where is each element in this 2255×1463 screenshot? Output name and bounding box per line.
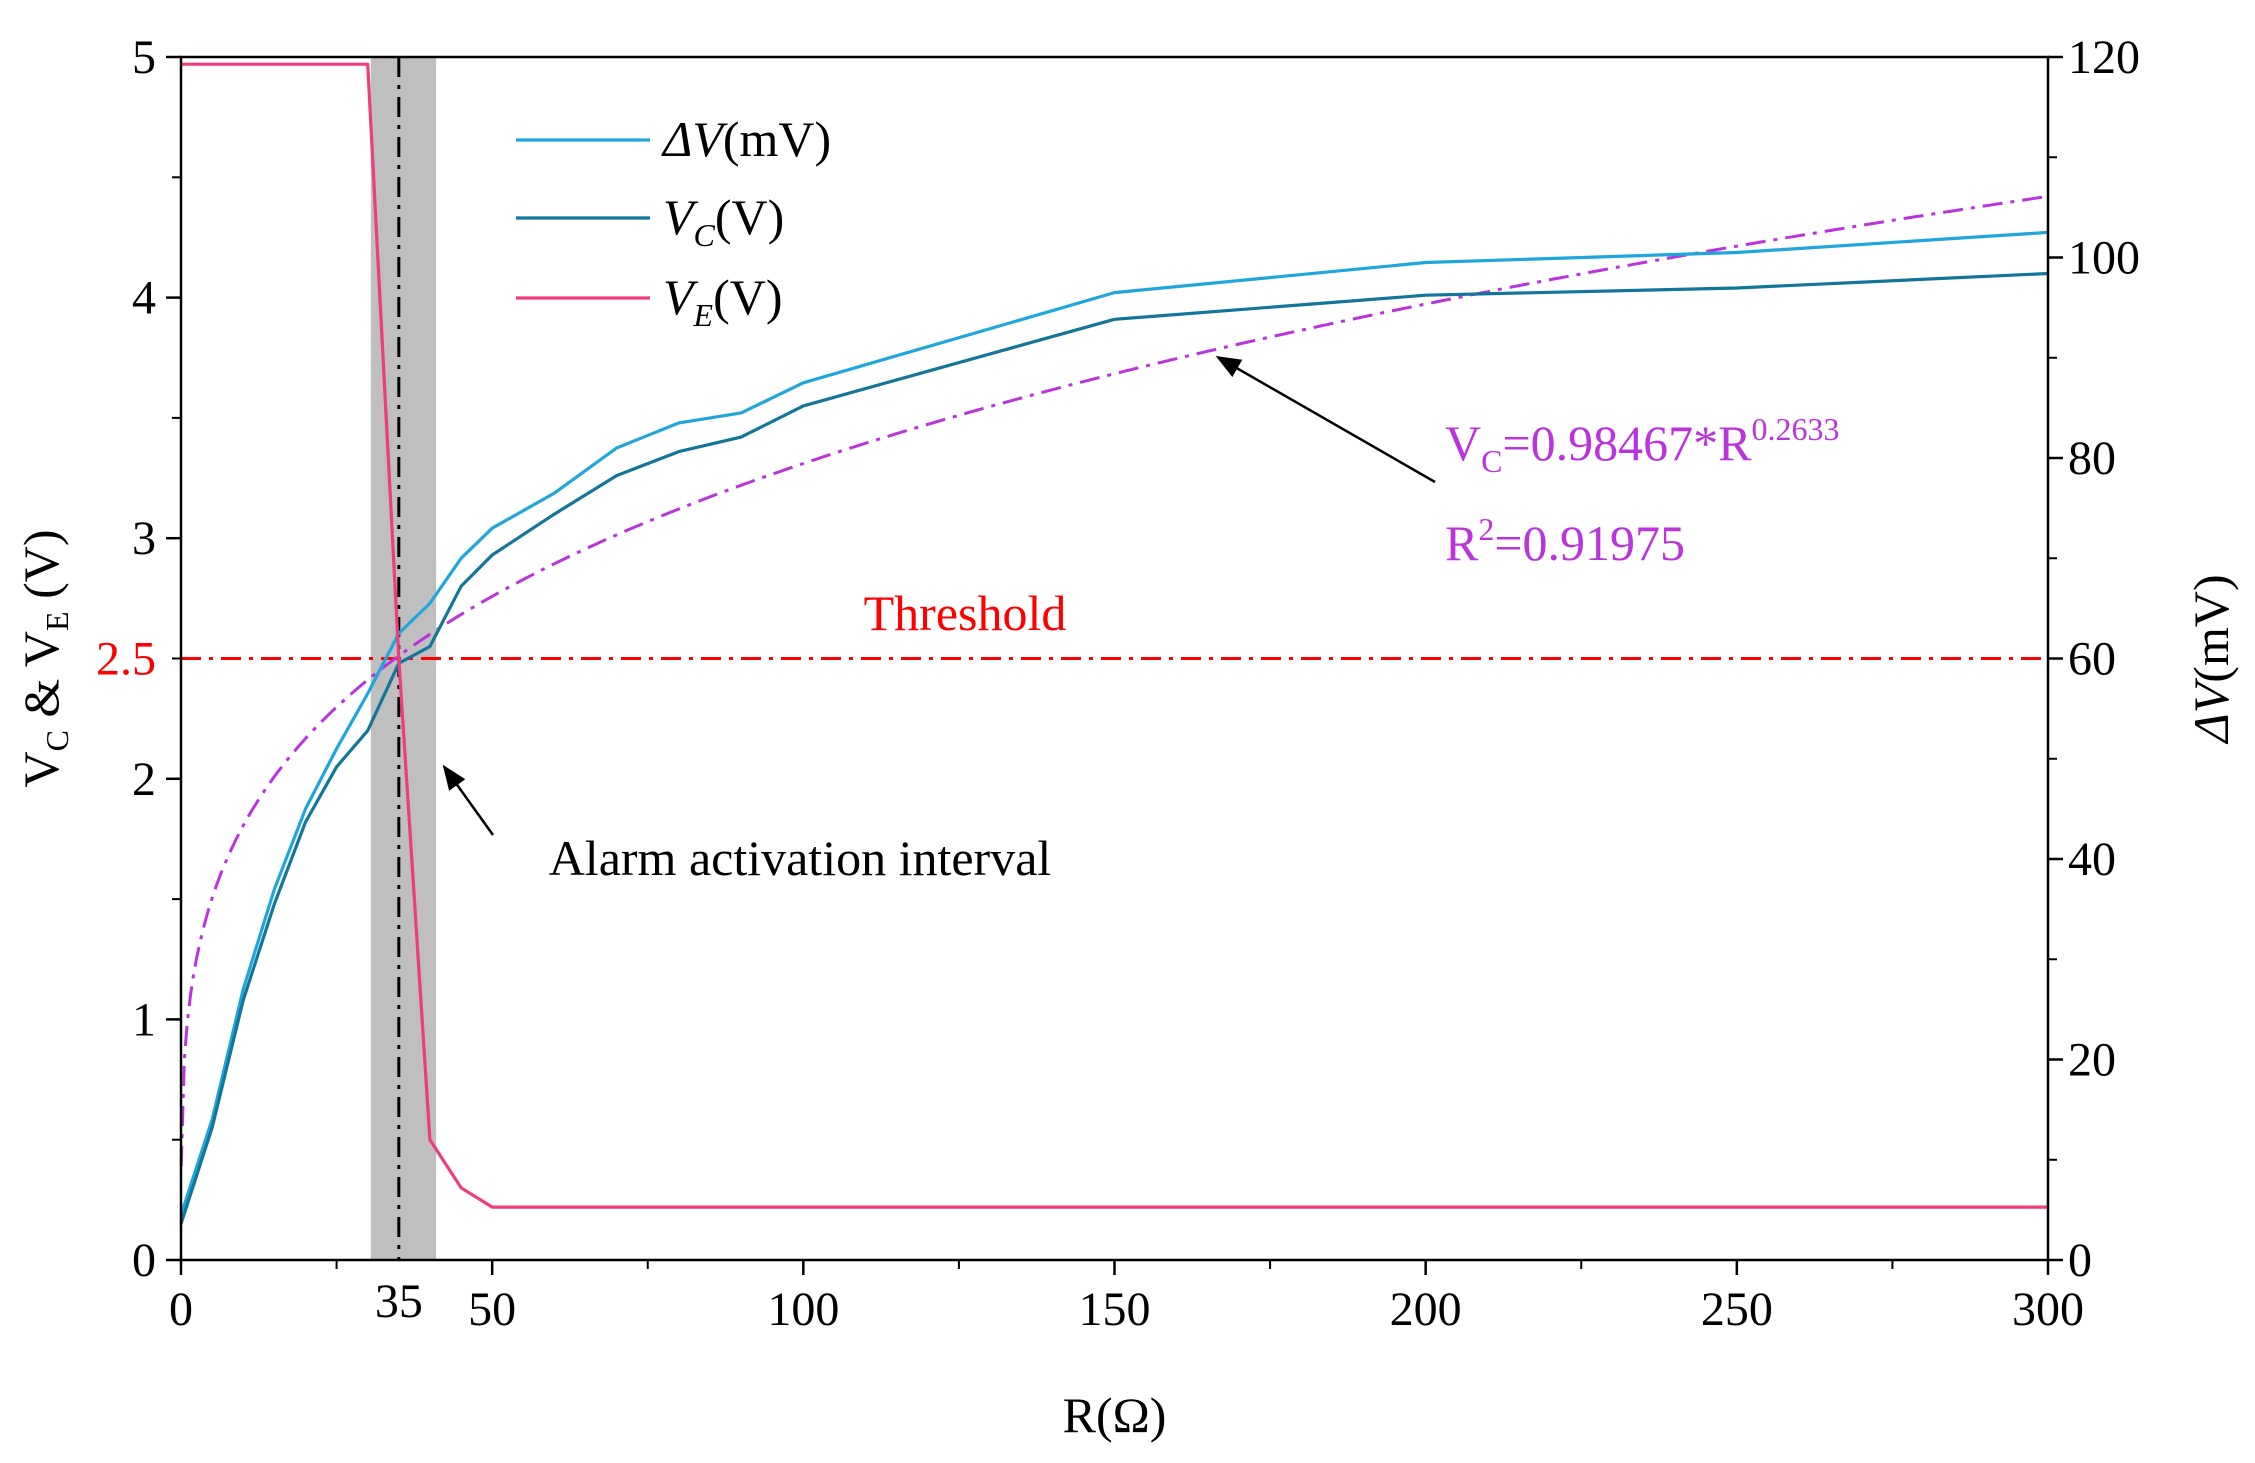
legend-label-unit: (mV) — [723, 111, 831, 167]
fit-equation-lhs: V — [1445, 415, 1481, 471]
y-right-title-rest: (mV) — [2183, 574, 2239, 682]
legend-label-unit: (V) — [715, 189, 784, 245]
y-left-tick-label: 5 — [132, 31, 156, 84]
threshold-label: Threshold — [864, 585, 1067, 641]
y-left-title-part: V — [13, 751, 69, 787]
x-tick-label: 0 — [169, 1283, 193, 1336]
y-right-axis-title: ΔV(mV) — [2183, 574, 2239, 744]
fit-equation-sub: C — [1481, 443, 1502, 479]
x-tick-label: 200 — [1390, 1283, 1462, 1336]
fit-curve — [179, 194, 2049, 1166]
y-right-tick-label: 80 — [2068, 432, 2116, 485]
y-left-special-tick-label: 2.5 — [96, 633, 156, 686]
y-left-tick-label: 4 — [132, 272, 156, 325]
y-right-title-italic: ΔV — [2183, 677, 2239, 744]
y-right-tick-label: 0 — [2068, 1234, 2092, 1287]
x-tick-label: 250 — [1701, 1283, 1773, 1336]
y-right-tick-label: 60 — [2068, 633, 2116, 686]
legend-label: VC(V) — [663, 189, 784, 253]
y-left-tick-label: 0 — [132, 1234, 156, 1287]
series-layer — [179, 57, 2049, 1260]
y-left-tick-label: 3 — [132, 512, 156, 565]
fit-equation-sup: 0.2633 — [1752, 411, 1840, 447]
x-tick-label: 50 — [468, 1283, 516, 1336]
fit-r2-rest: =0.91975 — [1494, 515, 1685, 571]
y-right-tick-label: 20 — [2068, 1034, 2116, 1087]
y-left-title-part: & V — [13, 631, 69, 730]
series-line-delta-v — [179, 230, 2049, 1216]
legend-label-symbol: V — [663, 189, 699, 245]
fit-equation: VC=0.98467*R0.2633 — [1445, 411, 1840, 479]
y-left-tick-label: 2 — [132, 753, 156, 806]
x-axis-title: R(Ω) — [1063, 1387, 1167, 1443]
series-line-ve — [181, 62, 2048, 1209]
alarm-interval-label: Alarm activation interval — [549, 830, 1052, 886]
y-left-title-part: (V) — [13, 529, 69, 611]
fit-equation-mid: =0.98467*R — [1502, 415, 1752, 471]
label-layer: 0 50 100 150 200 250 300350123452.502040608010… — [13, 31, 2239, 1443]
legend-label: ΔV(mV) — [661, 111, 831, 167]
legend-label-sub: C — [694, 217, 716, 253]
axes-layer — [166, 55, 2063, 1275]
y-right-tick-label: 40 — [2068, 833, 2116, 886]
fit-r2-base: R — [1445, 515, 1479, 571]
x-tick-label: 100 — [767, 1283, 839, 1336]
y-left-title-sub: E — [39, 611, 75, 631]
alarm-interval-arrow — [442, 764, 495, 836]
x-special-tick-label: 35 — [375, 1275, 423, 1328]
legend-label-symbol: ΔV — [661, 111, 728, 167]
legend-label-sub: E — [693, 297, 714, 333]
legend-label-unit: (V) — [713, 269, 782, 325]
y-left-tick-label: 1 — [132, 993, 156, 1046]
y-left-axis-title: VC & VE (V) — [13, 529, 75, 787]
legend-label: VE(V) — [663, 269, 783, 333]
legend-label-symbol: V — [663, 269, 699, 325]
y-left-title-sub: C — [39, 730, 75, 751]
series-line-vc — [179, 271, 2049, 1225]
y-right-tick-label: 120 — [2068, 31, 2140, 84]
fit-r2-sup: 2 — [1478, 511, 1494, 547]
x-tick-label: 150 — [1079, 1283, 1151, 1336]
fit-arrow — [1215, 355, 1436, 484]
y-right-tick-label: 100 — [2068, 232, 2140, 285]
x-tick-label: 300 — [2012, 1283, 2084, 1336]
fit-r-squared: R2=0.91975 — [1445, 511, 1685, 571]
